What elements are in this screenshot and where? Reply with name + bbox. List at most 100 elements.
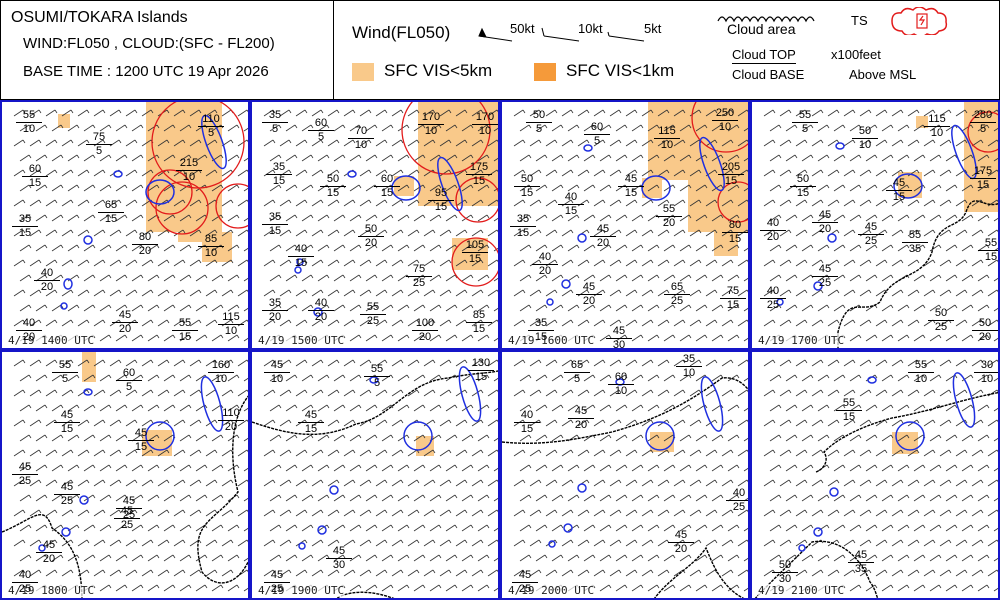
wind-barb	[188, 434, 192, 439]
wind-barb	[772, 259, 776, 264]
wind-barb	[836, 359, 840, 364]
wind-barb	[785, 244, 796, 252]
wind-barb	[429, 494, 440, 502]
cloud-base-value: 15	[434, 201, 448, 213]
wind-barb	[916, 319, 920, 324]
wind-barb	[634, 169, 638, 174]
wind-barb	[28, 494, 32, 499]
wind-barb	[977, 404, 988, 412]
wind-barb	[666, 389, 670, 394]
cloud-base-value: 5	[979, 123, 987, 135]
wind-barb	[609, 419, 620, 427]
wind-barb	[429, 154, 440, 162]
wind-barb	[801, 404, 812, 412]
cloud-top-value: 65	[564, 360, 590, 373]
wind-barb	[390, 124, 394, 129]
wind-barb	[400, 199, 404, 204]
wind-barb	[76, 554, 80, 559]
wind-barb	[108, 494, 112, 499]
wind-barb	[672, 154, 676, 159]
wind-barb	[602, 319, 606, 324]
cloud-label: 175 15	[466, 162, 492, 187]
cloud-base-value: 5	[61, 373, 69, 385]
wind-barb	[477, 494, 488, 502]
wind-barb	[432, 229, 436, 234]
wind-barb	[811, 319, 822, 327]
wind-barb	[916, 389, 920, 394]
wind-barb	[125, 169, 136, 177]
vis1-label: SFC VIS<1km	[566, 61, 675, 80]
wind-barb	[108, 154, 112, 159]
wind-barb	[464, 169, 468, 174]
wind-barb	[939, 319, 950, 327]
wind-barb	[326, 374, 330, 379]
wind-barb	[76, 274, 80, 279]
wind-barb	[817, 184, 828, 192]
wind-barb	[916, 569, 920, 574]
wind-barb	[317, 524, 328, 532]
wind-barb	[493, 277, 498, 282]
wind-barb	[624, 374, 628, 379]
wind-barb	[586, 539, 590, 544]
wind-barb	[939, 359, 950, 367]
wind-barb	[326, 274, 330, 279]
wind-barb	[220, 214, 224, 219]
wind-barb	[115, 434, 126, 442]
wind-barb	[849, 464, 860, 472]
wind-barb	[13, 479, 24, 487]
wind-barb	[432, 259, 436, 264]
wind-barb	[714, 199, 718, 204]
wind-barb	[538, 319, 542, 324]
cloud-base-value: 15	[134, 441, 148, 453]
cloud-top-value: 40	[288, 244, 314, 257]
wind-barb	[932, 199, 936, 204]
wind-barb	[304, 479, 308, 484]
wind-barb	[342, 494, 346, 499]
wind-barb	[54, 359, 58, 364]
wind-barb	[407, 509, 418, 517]
cloud-base-value: 20	[574, 419, 588, 431]
cloud-top-value: 55	[978, 238, 998, 251]
wind-barb	[647, 404, 658, 412]
wind-barb	[923, 539, 934, 547]
wind-barb	[859, 199, 870, 207]
ts-outline	[717, 181, 748, 223]
wind-barb	[352, 389, 356, 394]
wind-barb	[746, 139, 748, 143]
wind-barb	[320, 229, 324, 234]
wind-barb	[560, 244, 564, 249]
wind-barb	[842, 554, 846, 559]
wind-barb	[13, 509, 24, 517]
cloud-label: 65 5	[564, 360, 590, 385]
wind-barb	[368, 539, 372, 544]
wind-barb	[964, 319, 968, 324]
wind-barb	[554, 169, 558, 174]
wind-barb	[118, 419, 122, 424]
wind-barb	[19, 374, 30, 382]
wind-barb	[545, 479, 556, 487]
cloud-label: 160 10	[208, 360, 234, 385]
wind-barb	[220, 554, 224, 559]
wind-barb	[820, 479, 824, 484]
wind-barb	[522, 359, 526, 364]
wind-barb	[874, 434, 878, 439]
wind-barb	[730, 319, 734, 324]
wind-barb	[477, 464, 488, 472]
wind-barb	[124, 374, 128, 379]
wind-barb	[294, 124, 298, 129]
wind-barb	[86, 449, 90, 454]
wind-barb	[358, 374, 362, 379]
wind-barb	[811, 449, 822, 457]
wind-barb	[455, 569, 466, 577]
wind-barb	[124, 494, 128, 499]
wind-barb	[631, 524, 642, 532]
wind-barb	[272, 139, 276, 144]
wind-barb	[666, 479, 670, 484]
wind-barb	[609, 259, 620, 267]
wind-barb	[279, 419, 290, 427]
cloud-base-value: 25	[864, 235, 878, 247]
wind-barb	[413, 404, 424, 412]
wind-barb	[522, 389, 526, 394]
wind-barb	[618, 449, 622, 454]
wind-barb	[817, 554, 828, 562]
